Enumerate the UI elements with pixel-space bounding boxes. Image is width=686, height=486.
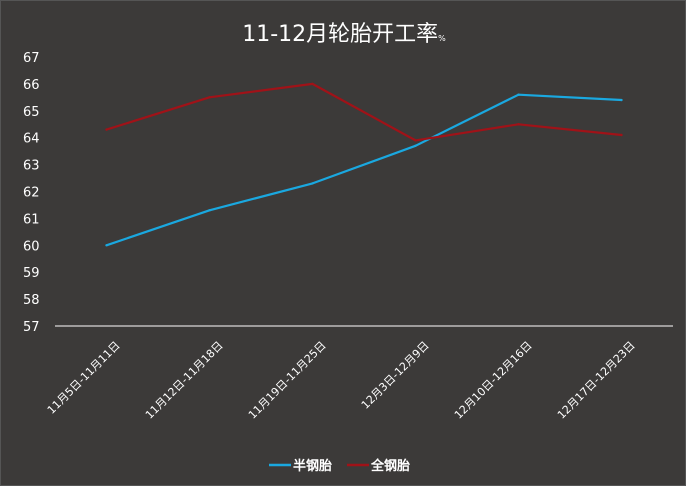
legend-label: 半钢胎	[293, 458, 332, 474]
data-point	[414, 144, 417, 147]
data-point	[517, 93, 520, 96]
chart-title-unit: %	[438, 34, 446, 43]
data-point	[105, 128, 108, 131]
series-layer	[105, 82, 623, 247]
y-tick-label: 59	[23, 266, 40, 281]
y-tick-label: 63	[23, 159, 40, 174]
x-tick-label: 11月12日-11月18日	[143, 339, 226, 422]
data-point	[208, 96, 211, 99]
y-tick-label: 58	[23, 293, 40, 308]
data-point	[414, 139, 417, 142]
x-tick-label: 12月17日-12月23日	[555, 339, 638, 422]
y-axis: 57 58 59 60 61 62 63 64 65 66 67	[23, 51, 40, 335]
y-tick-label: 66	[23, 78, 40, 93]
x-axis: 11月5日-11月11日 11月12日-11月18日 11月19日-11月25日 12…	[45, 339, 638, 422]
x-tick-label: 11月5日-11月11日	[45, 339, 123, 417]
series-line-all-steel	[106, 82, 622, 142]
y-tick-label: 57	[23, 320, 40, 335]
y-tick-label: 67	[23, 51, 40, 66]
data-point	[208, 209, 211, 212]
y-tick-label: 62	[23, 186, 40, 201]
y-tick-label: 60	[23, 239, 40, 254]
series-line-semi-steel	[106, 93, 622, 247]
y-tick-label: 61	[23, 212, 40, 227]
x-tick-label: 12月10日-12月16日	[452, 339, 535, 422]
x-tick-label: 11月19日-11月25日	[246, 339, 329, 422]
chart-title: 11-12月轮胎开工率%	[242, 22, 446, 47]
data-point	[517, 123, 520, 126]
data-point	[620, 98, 623, 102]
x-tick-label: 12月3日-12月9日	[359, 339, 432, 412]
legend-label: 全钢胎	[370, 458, 410, 474]
legend: 半钢胎 全钢胎	[269, 458, 410, 474]
data-point	[311, 182, 314, 185]
data-point	[311, 82, 314, 86]
chart-title-text: 11-12月轮胎开工率	[242, 22, 438, 47]
y-tick-label: 64	[23, 132, 40, 147]
y-tick-label: 65	[23, 105, 40, 120]
data-point	[105, 244, 108, 247]
data-point	[620, 133, 623, 137]
